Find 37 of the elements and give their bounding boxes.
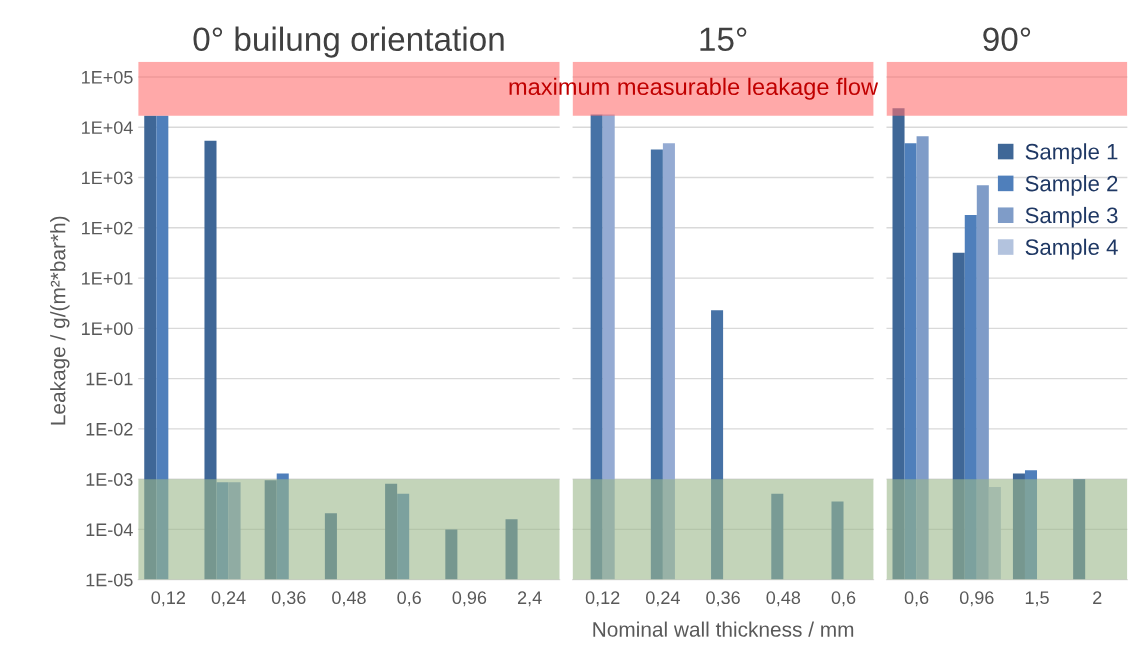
y-tick-label: 1E-05 — [86, 573, 133, 587]
x-tick-label: 2 — [1093, 591, 1102, 604]
y-tick-label: 1E+00 — [82, 322, 133, 336]
x-tick-label: 2,4 — [517, 591, 542, 607]
chart-title: 0° builung orientation — [193, 26, 504, 58]
y-tick-label: 1E+03 — [82, 171, 133, 185]
x-tick-label: 1,5 — [1025, 591, 1049, 607]
x-tick-label: 0,48 — [766, 591, 801, 607]
y-tick-label: 1E+01 — [82, 272, 133, 285]
chart-title: 90° — [983, 27, 1031, 52]
x-tick-label: 0,6 — [904, 591, 929, 607]
x-axis-title: Nominal wall thickness / mm — [593, 621, 854, 637]
x-tick-label: 0,24 — [211, 591, 246, 607]
y-tick-label: 1E-03 — [86, 473, 133, 486]
x-tick-label: 0,96 — [452, 591, 487, 607]
y-tick-label: 1E-02 — [86, 422, 133, 436]
y-tick-label: 1E-04 — [86, 523, 133, 537]
x-tick-label: 0,48 — [332, 591, 366, 607]
legend-label: Sample 2 — [1025, 175, 1118, 196]
x-tick-label: 0,6 — [397, 591, 421, 607]
legend-label: Sample 3 — [1025, 206, 1118, 228]
legend-label: Sample 1 — [1025, 143, 1118, 164]
chart-title: 15° — [700, 27, 747, 52]
band-label: maximum measurable leakage flow — [509, 77, 879, 100]
x-tick-label: 0,24 — [646, 591, 680, 607]
x-tick-label: 0,6 — [831, 591, 856, 607]
x-tick-label: 0,12 — [585, 591, 620, 607]
y-tick-label: 1E+02 — [82, 221, 133, 235]
x-tick-label: 0,12 — [151, 591, 185, 607]
x-tick-label: 0,36 — [271, 591, 306, 607]
legend-label: Sample 4 — [1025, 238, 1118, 260]
x-tick-label: 0,36 — [706, 591, 740, 607]
y-tick-label: 1E+04 — [82, 121, 133, 134]
y-tick-label: 1E-01 — [86, 372, 133, 386]
x-tick-label: 0,96 — [959, 591, 994, 607]
y-axis-title: Leakage / g/(m²*bar*h) — [50, 216, 70, 425]
y-tick-label: 1E+05 — [82, 70, 133, 84]
